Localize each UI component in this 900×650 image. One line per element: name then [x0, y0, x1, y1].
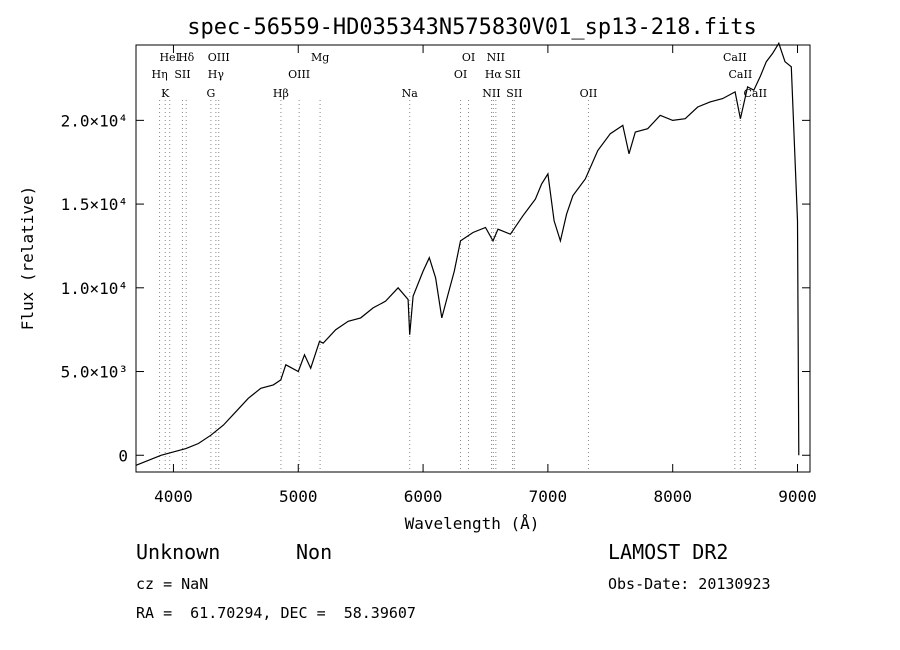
- x-tick-label-2: 6000: [404, 487, 443, 506]
- line-marker-label-7: OIII: [208, 51, 230, 64]
- line-marker-label-9: OIII: [288, 68, 310, 81]
- line-marker-label-0: Hη: [151, 68, 167, 81]
- y-tick-label-4: 2.0×10⁴: [61, 111, 128, 130]
- line-marker-label-21: CaII: [729, 68, 753, 81]
- y-tick-label-1: 5.0×10³: [61, 363, 128, 382]
- line-marker-label-17: SII: [504, 68, 520, 81]
- obs-date-label: Obs-Date: 20130923: [608, 575, 771, 593]
- line-markers: HηKHeISIIHδGHγOIIIHβOIIIMgNaOIOINIIHαNII…: [151, 51, 767, 472]
- x-tick-label-3: 7000: [529, 487, 568, 506]
- plot-frame: [135, 44, 811, 473]
- x-tick-label-1: 5000: [279, 487, 318, 506]
- redshift-label: cz = NaN: [136, 575, 209, 593]
- line-marker-label-1: K: [161, 87, 170, 100]
- line-marker-label-19: OII: [580, 87, 598, 100]
- survey-label: LAMOST DR2: [608, 540, 729, 564]
- x-tick-label-5: 9000: [778, 487, 817, 506]
- line-marker-label-6: Hγ: [208, 68, 225, 81]
- line-marker-label-2: HeI: [159, 51, 179, 64]
- line-marker-label-20: CaII: [723, 51, 747, 64]
- series-group: [135, 41, 800, 466]
- line-marker-label-14: NII: [482, 87, 500, 100]
- y-tick-label-0: 0: [118, 446, 128, 465]
- object-class: Non: [296, 540, 333, 564]
- x-axis-label: Wavelength (Å): [405, 514, 540, 533]
- coords-label: RA = 61.70294, DEC = 58.39607: [136, 604, 416, 622]
- line-marker-label-18: SII: [506, 87, 522, 100]
- series-line-0: [135, 41, 800, 466]
- spectrum-chart: spec-56559-HD035343N575830V01_sp13-218.f…: [18, 15, 817, 533]
- y-tick-label-2: 1.0×10⁴: [61, 279, 128, 298]
- line-marker-label-13: OI: [462, 51, 475, 64]
- y-axis-label: Flux (relative): [18, 186, 37, 331]
- line-marker-label-11: Na: [402, 87, 419, 100]
- y-axis: 0 5.0×10³ 1.0×10⁴ 1.5×10⁴ 2.0×10⁴: [61, 111, 810, 465]
- chart-title: spec-56559-HD035343N575830V01_sp13-218.f…: [187, 15, 757, 40]
- line-marker-label-3: SII: [174, 68, 190, 81]
- x-tick-label-4: 8000: [653, 487, 692, 506]
- line-marker-label-10: Mg: [311, 51, 329, 64]
- object-name: Unknown: [136, 540, 221, 564]
- line-marker-label-4: Hδ: [178, 51, 195, 64]
- line-marker-label-15: Hα: [485, 68, 503, 81]
- line-marker-label-12: OI: [454, 68, 467, 81]
- x-tick-label-0: 4000: [154, 487, 193, 506]
- line-marker-label-16: NII: [487, 51, 505, 64]
- line-marker-label-5: G: [206, 87, 215, 100]
- line-marker-label-22: CaII: [743, 87, 767, 100]
- line-marker-label-8: Hβ: [273, 87, 289, 100]
- y-tick-label-3: 1.5×10⁴: [61, 195, 128, 214]
- x-axis: 4000 5000 6000 7000 8000 9000: [154, 45, 817, 506]
